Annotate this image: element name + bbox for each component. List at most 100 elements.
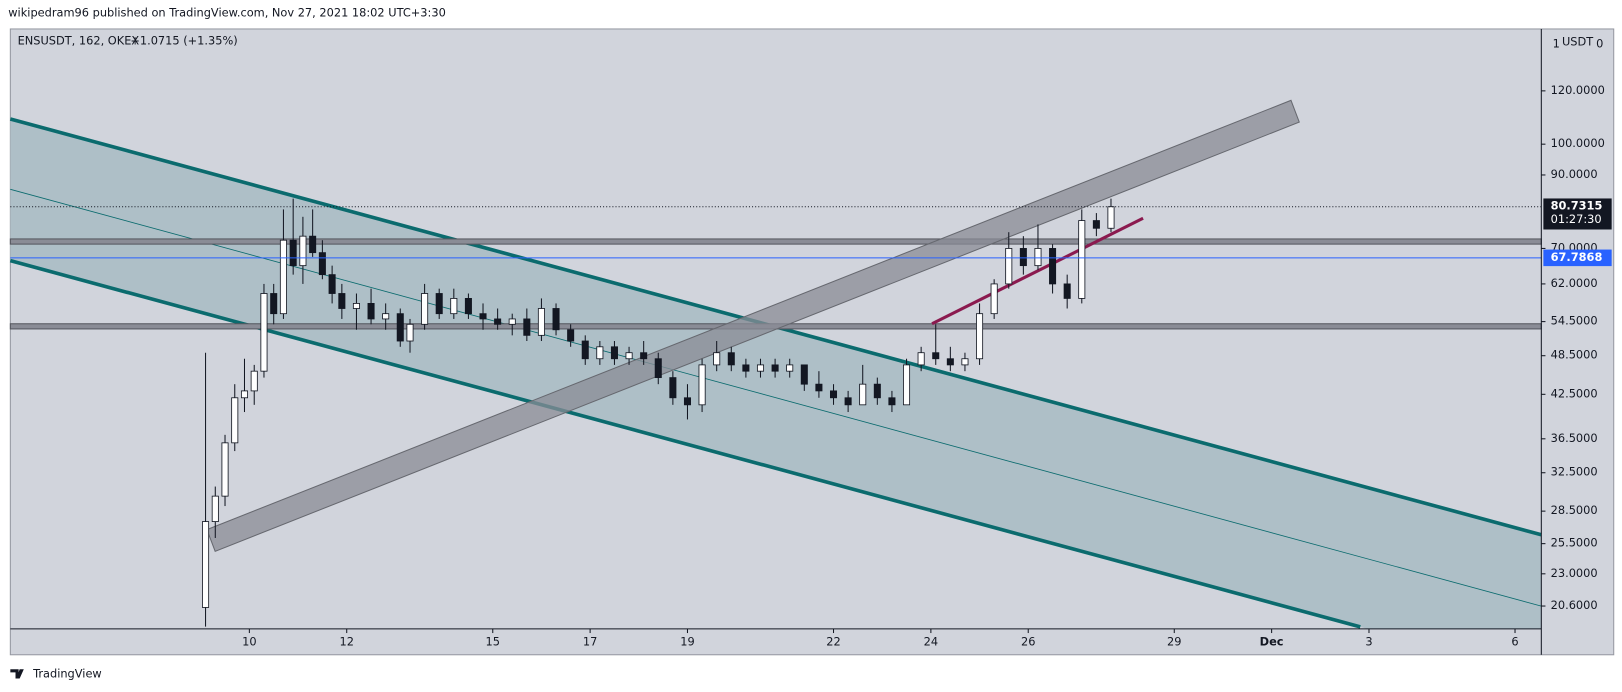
candle-body [289, 239, 297, 267]
candle-body [260, 293, 268, 372]
candle-body [367, 303, 375, 320]
y-tick-label: 28.5000 [1551, 503, 1598, 517]
candle-body [946, 358, 954, 366]
trend-line [931, 216, 1144, 326]
candle-body [815, 383, 823, 392]
x-tick-label: 24 [924, 634, 938, 648]
candle-body [829, 390, 838, 399]
candle-body [917, 352, 925, 366]
candle-body [450, 298, 458, 315]
zone-band [9, 238, 1542, 245]
candle-body [859, 383, 867, 406]
candle-body [873, 383, 881, 399]
candle-body [211, 495, 219, 522]
candle-body [640, 352, 648, 360]
candle-body [270, 293, 278, 315]
logo [10, 669, 24, 679]
candle-body [537, 308, 545, 336]
published-line: wikipedram96 published on TradingView.co… [8, 5, 446, 19]
price-label: 67.7868 [1551, 250, 1603, 264]
candle-body [299, 235, 307, 267]
x-tick-label: 19 [680, 634, 694, 648]
candle-body [727, 352, 735, 366]
candle-body [309, 235, 317, 254]
candle-body [903, 364, 911, 406]
candle-body [318, 252, 326, 276]
y-tick-label: 48.5000 [1551, 348, 1598, 362]
x-tick-label: 12 [339, 634, 353, 648]
change: +1.0715 (+1.35%) [130, 33, 237, 47]
candle-body [786, 364, 794, 372]
x-tick-label: 15 [486, 634, 500, 648]
candle-body [713, 352, 721, 366]
last-price-bg [1543, 198, 1612, 230]
candle-body [523, 318, 531, 336]
candle-body [1019, 248, 1027, 267]
candle-body [352, 303, 360, 309]
x-tick-label: 22 [826, 634, 840, 648]
candle-body [932, 352, 940, 360]
channel-lower [9, 258, 1361, 629]
candle-body [654, 358, 662, 379]
y-tick-label: 20.6000 [1551, 598, 1598, 612]
candle-body [844, 397, 852, 406]
candle-body [396, 313, 404, 342]
x-tick-label: 6 [1511, 634, 1518, 648]
candle-body [406, 323, 414, 342]
candle-body [421, 293, 429, 325]
candle-body [742, 364, 750, 372]
candle-body [610, 346, 618, 360]
y-tick-label: 23.0000 [1551, 566, 1598, 580]
candle-body [669, 377, 677, 399]
candle-body [464, 298, 472, 315]
symbol: ENSUSDT, 162, OKEX [18, 33, 140, 47]
candle-body [1034, 248, 1042, 267]
candle-body [756, 364, 765, 372]
candle-body [552, 308, 560, 331]
axis-unit: USDT [1562, 34, 1593, 48]
candle-body [1063, 283, 1071, 299]
candle-body [240, 390, 249, 399]
y-tick-label: 25.5000 [1551, 536, 1598, 550]
candle-body [698, 364, 706, 406]
y-tick-label: 62.0000 [1551, 276, 1598, 290]
x-tick-label: 17 [583, 634, 597, 648]
candle-body [382, 313, 390, 320]
candle-body [279, 239, 287, 315]
candle-body [771, 364, 779, 372]
candle-body [338, 293, 346, 309]
x-tick-label: 3 [1365, 634, 1372, 648]
candle-body [961, 358, 969, 366]
price-label-bg [1543, 249, 1612, 267]
candle-body [1078, 220, 1086, 299]
candle-body [508, 318, 516, 325]
y-tick-label: 100.0000 [1551, 136, 1605, 150]
candle-body [1049, 248, 1057, 285]
axis-header: 1 [1553, 36, 1560, 50]
y-tick-label: 42.5000 [1551, 386, 1598, 400]
x-tick-label: 26 [1021, 634, 1035, 648]
candle-body [250, 370, 258, 392]
candle-body [1005, 248, 1013, 285]
candle-body [1107, 206, 1115, 229]
y-tick-label: 36.5000 [1551, 431, 1598, 445]
candle-body [581, 340, 589, 360]
x-tick-label: 29 [1167, 634, 1181, 648]
candle-body [435, 293, 443, 315]
rising-band [206, 99, 1300, 552]
countdown: 01:27:30 [1551, 212, 1602, 226]
candle-body [683, 397, 691, 406]
candle-body [567, 329, 575, 342]
candle-body [1092, 220, 1100, 229]
candle-body [990, 283, 998, 315]
brand: TradingView [32, 666, 102, 680]
axis-header: 0 [1596, 36, 1603, 50]
y-tick-label: 32.5000 [1551, 465, 1598, 479]
last-price-label: 80.7315 [1551, 199, 1603, 213]
candle-body [800, 364, 808, 385]
candle-body [494, 318, 502, 325]
y-tick-label: 120.0000 [1551, 83, 1605, 97]
candle-body [231, 397, 239, 444]
